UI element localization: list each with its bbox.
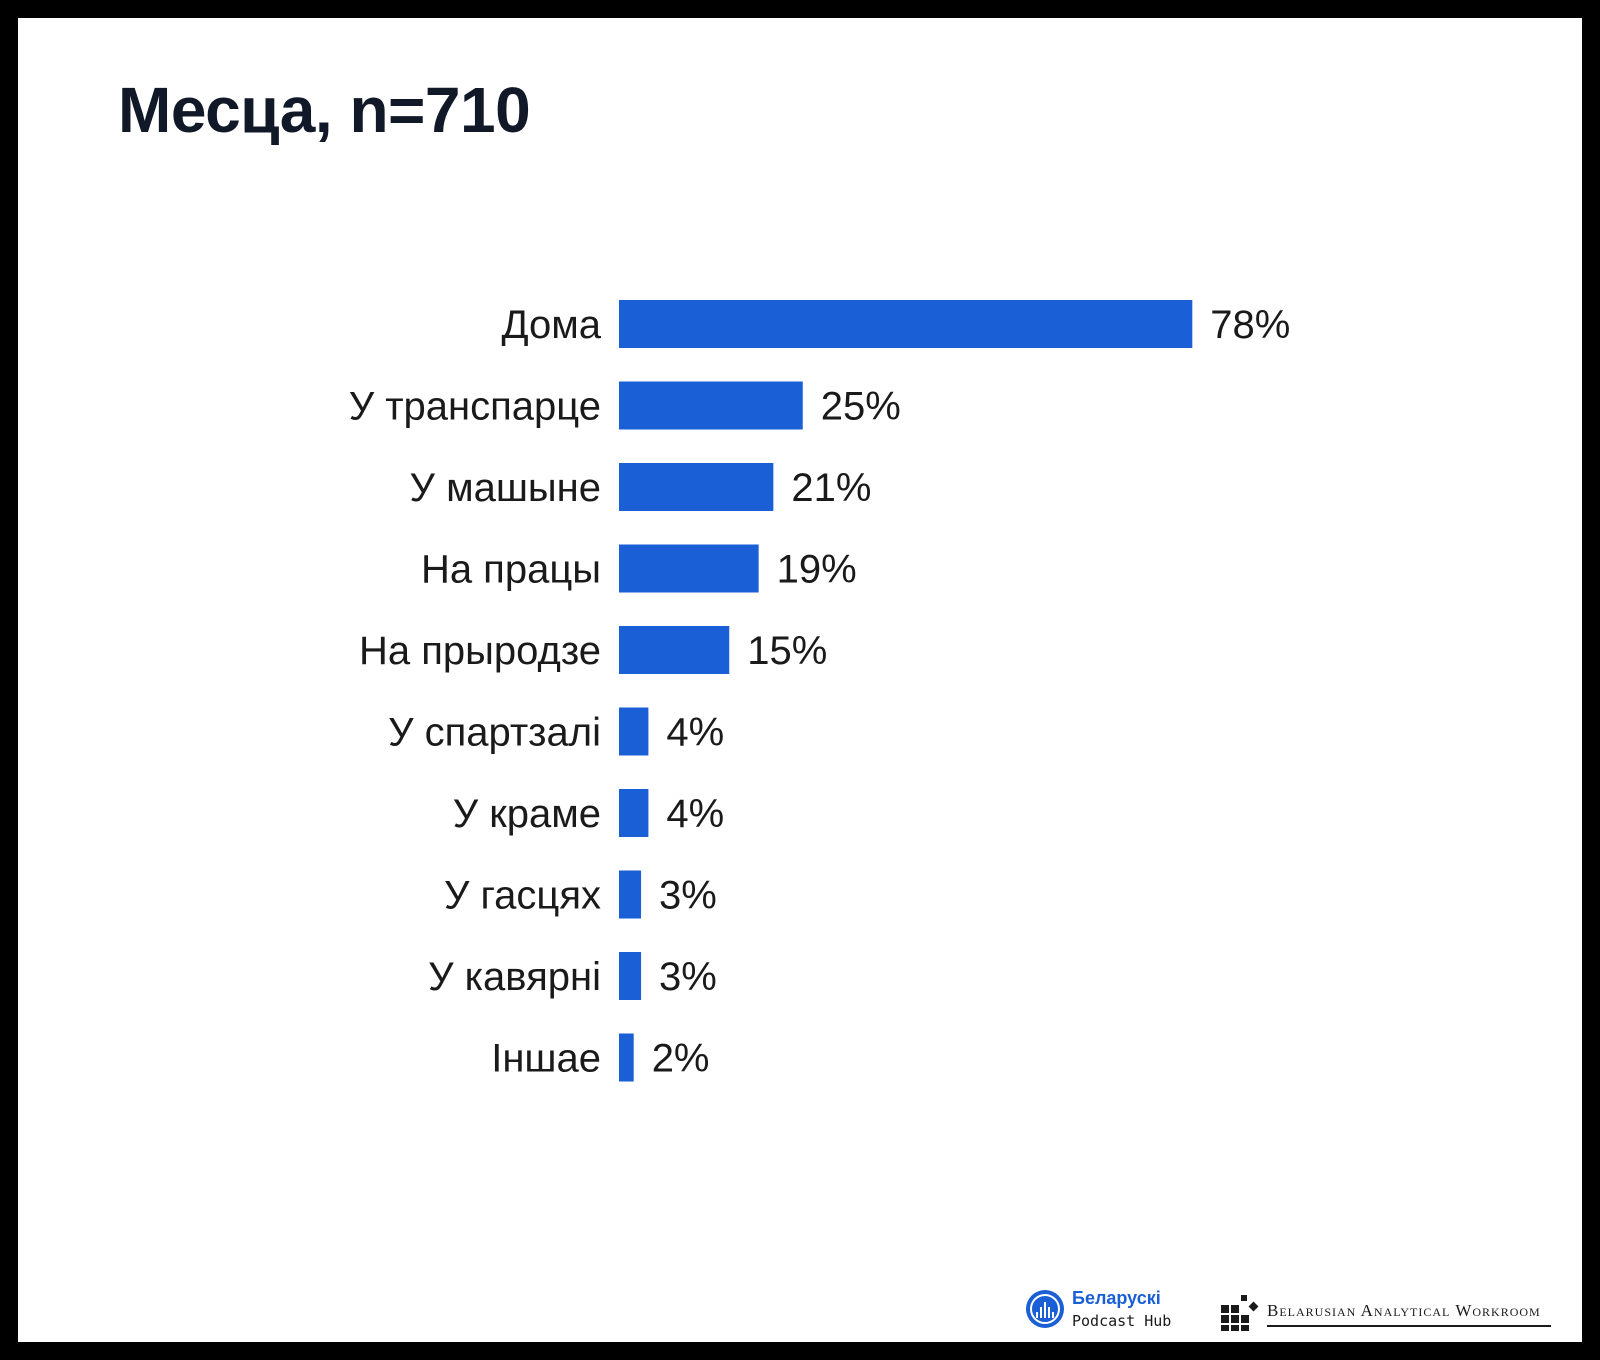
bar bbox=[619, 300, 1193, 348]
category-label: У спартзалі bbox=[388, 711, 601, 755]
podcast-wave-icon bbox=[1026, 1290, 1064, 1328]
podcast-logo-name: Беларускі bbox=[1072, 1288, 1161, 1308]
value-label: 2% bbox=[652, 1037, 710, 1081]
workroom-logo-underline bbox=[1267, 1325, 1551, 1327]
bar bbox=[619, 789, 649, 837]
value-label: 19% bbox=[777, 548, 857, 592]
category-label: Іншае bbox=[491, 1037, 601, 1081]
bar bbox=[619, 463, 774, 511]
value-label: 15% bbox=[747, 629, 827, 673]
value-label: 21% bbox=[791, 466, 871, 510]
category-label: На працы bbox=[421, 548, 601, 592]
pixel-blocks-icon bbox=[1221, 1295, 1259, 1331]
category-label: У краме bbox=[453, 792, 601, 836]
category-label: У машыне bbox=[410, 466, 601, 510]
value-label: 4% bbox=[666, 792, 724, 836]
bar-chart: Дома 78% У транспарце 25% У машыне 21% На прац… bbox=[349, 300, 1290, 1082]
podcast-logo-sub: Podcast Hub bbox=[1072, 1312, 1172, 1330]
podcast-hub-logo: Беларускі Podcast Hub bbox=[1026, 1288, 1186, 1334]
bar bbox=[619, 1033, 634, 1082]
bar bbox=[619, 544, 759, 593]
bar bbox=[619, 381, 803, 430]
bar bbox=[619, 707, 649, 756]
workroom-logo-name: Belarusian Analytical Workroom bbox=[1267, 1301, 1541, 1320]
category-label: У транспарце bbox=[349, 385, 601, 429]
category-label: У гасцях bbox=[444, 874, 601, 918]
category-label: На прыродзе bbox=[359, 629, 601, 673]
category-label: У кавярні bbox=[428, 955, 601, 999]
bar bbox=[619, 952, 642, 1000]
value-label: 3% bbox=[659, 874, 717, 918]
value-label: 4% bbox=[666, 711, 724, 755]
value-label: 3% bbox=[659, 955, 717, 999]
chart-title: Месца, n=710 bbox=[118, 74, 531, 146]
category-label: Дома bbox=[501, 303, 601, 347]
chart-card: Месца, n=710 Дома 78% У транспарце 25% У маш… bbox=[18, 18, 1582, 1342]
bar bbox=[619, 626, 730, 674]
bar bbox=[619, 870, 642, 919]
value-label: 78% bbox=[1210, 303, 1290, 347]
value-label: 25% bbox=[821, 385, 901, 429]
workroom-logo: Belarusian Analytical Workroom bbox=[1221, 1293, 1551, 1339]
